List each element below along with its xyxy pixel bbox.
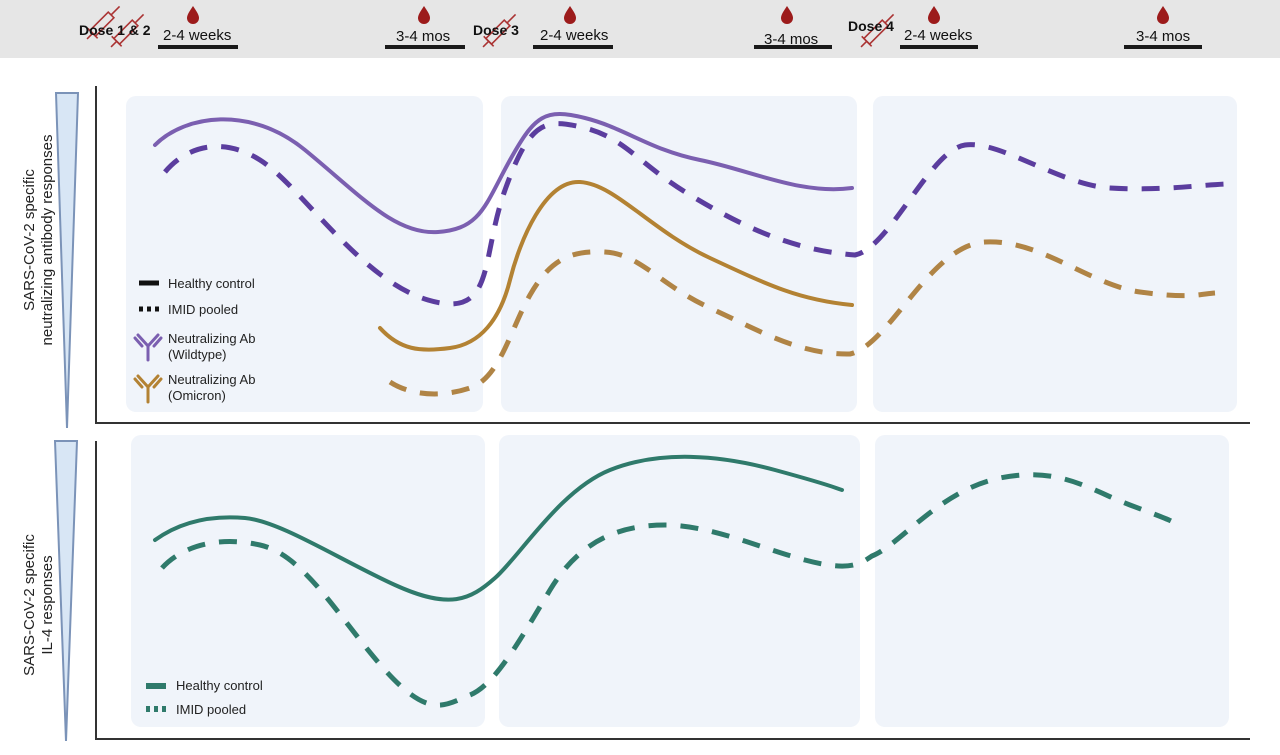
interval-label: 2-4 weeks [904, 27, 973, 44]
legend-label-healthy: Healthy control [168, 276, 255, 291]
interval-label: 3-4 mos [396, 28, 451, 45]
il4-imid-curve [160, 472, 1180, 708]
gradient-triangle-icon [53, 440, 79, 742]
interval-bar [385, 45, 465, 49]
blood-drop-icon [418, 6, 430, 24]
timeline-icons [86, 5, 1169, 48]
antibody-icon [133, 374, 163, 404]
legend-label-wildtype: Neutralizing Ab (Wildtype) [168, 331, 256, 362]
syringe-icon [110, 13, 145, 48]
interval-bar [158, 45, 238, 49]
dose-4-label: Dose 4 [848, 18, 894, 34]
antibody-icon [133, 333, 163, 362]
omicron-imid-curve [388, 239, 1216, 397]
phase-panel [875, 435, 1229, 727]
legend-label-imid: IMID pooled [176, 702, 247, 717]
legend-label-healthy: Healthy control [176, 678, 263, 693]
il4-healthy-curve [153, 454, 844, 602]
phase-panel [501, 96, 857, 412]
dose-1-2-label: Dose 1 & 2 [79, 22, 151, 38]
blood-drop-icon [564, 6, 576, 24]
x-axis [95, 738, 1250, 740]
interval-bar [900, 45, 978, 49]
x-axis [95, 422, 1250, 424]
gradient-triangle-icon [54, 92, 80, 429]
blood-drop-icon [1157, 6, 1169, 24]
interval-bar [1124, 45, 1202, 49]
blood-drop-icon [187, 6, 199, 24]
legend-label-imid: IMID pooled [168, 302, 239, 317]
blood-drop-icon [781, 6, 793, 24]
dose-3-label: Dose 3 [473, 22, 519, 38]
syringe-icon [860, 13, 895, 48]
interval-bar [533, 45, 613, 49]
y-axis [95, 86, 97, 424]
phase-panel [131, 435, 485, 727]
interval-label: 2-4 weeks [163, 27, 232, 44]
wildtype-imid-curve [163, 121, 1226, 307]
interval-label: 3-4 mos [764, 31, 819, 48]
syringe-icon [86, 5, 121, 40]
interval-bar [754, 45, 832, 49]
interval-label: 3-4 mos [1136, 28, 1191, 45]
legend-label-omicron: Neutralizing Ab (Omicron) [168, 372, 256, 403]
blood-drop-icon [928, 6, 940, 24]
phase-panel [873, 96, 1237, 412]
omicron-healthy-curve [378, 179, 854, 352]
interval-label: 2-4 weeks [540, 27, 609, 44]
phase-panel [499, 435, 860, 727]
y-axis [95, 441, 97, 739]
syringe-icon [482, 13, 517, 48]
wildtype-healthy-curve [153, 112, 854, 235]
